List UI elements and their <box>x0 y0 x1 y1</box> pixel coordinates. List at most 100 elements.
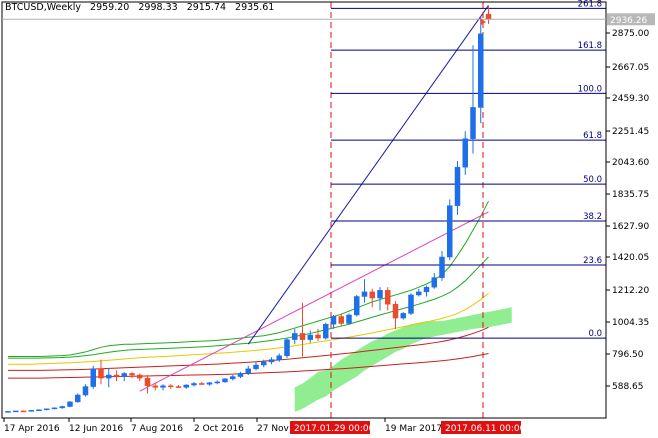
candle-body <box>20 410 27 413</box>
candle-body <box>13 410 19 413</box>
candle-body <box>175 386 182 388</box>
candle-body <box>377 290 383 299</box>
price-axis: 2875.00 2667.05 2459.30 2251.45 2043.60 1835.… <box>2 13 655 392</box>
candle-body <box>485 13 492 20</box>
moving-average-3 <box>8 326 489 371</box>
candle-body <box>106 374 112 379</box>
candle-body <box>28 410 34 412</box>
ichimoku-cloud <box>294 307 512 412</box>
time-tick-label: 19 Mar 2017 <box>385 424 442 434</box>
price-tick-label: 2459.30 <box>612 94 649 104</box>
current-price-label: 2936.26 <box>610 16 647 26</box>
time-tick-label: 12 Jun 2016 <box>69 424 123 434</box>
candle-body <box>5 411 11 413</box>
marker-end-label: 2017.06.11 00:00 <box>445 424 526 434</box>
plot-frame <box>1 1 607 419</box>
ohlc-close: 2935.61 <box>235 2 275 13</box>
fib-level-label: 161.8 <box>578 41 602 51</box>
candle-body <box>160 385 166 388</box>
candle-body <box>385 290 391 305</box>
candle-body <box>470 107 476 139</box>
candle-body <box>230 376 236 380</box>
symbol-timeframe: BTCUSD,Weekly <box>5 2 82 13</box>
candle-body <box>276 355 282 360</box>
marker-start-label: 2017.01.29 00:00 <box>294 424 375 434</box>
candle-body <box>400 313 406 319</box>
fib-level-label: 61.8 <box>583 131 602 141</box>
candle-body <box>168 385 174 388</box>
candle-body <box>183 384 189 388</box>
moving-average-0 <box>8 200 489 358</box>
price-tick-label: 588.65 <box>612 382 644 392</box>
candle-body <box>214 381 220 384</box>
candle-body <box>237 373 244 377</box>
candles <box>5 5 492 413</box>
candle-body <box>152 385 158 388</box>
candle-body <box>431 277 437 288</box>
candle-body <box>330 316 337 325</box>
candle-body <box>439 256 445 278</box>
candle-body <box>299 333 306 340</box>
candle-body <box>121 373 127 377</box>
time-axis: 17 Apr 2016 12 Jun 2016 7 Aug 2016 2 Oct 20… <box>3 18 526 434</box>
candle-body <box>36 409 42 411</box>
fib-level-label: 50.0 <box>583 175 602 185</box>
trendlines <box>139 5 489 392</box>
candle-body <box>199 383 205 385</box>
candle-body <box>75 394 81 403</box>
cloud-area <box>294 307 512 412</box>
trendline-0 <box>139 211 489 392</box>
price-tick-label: 2043.60 <box>612 158 649 168</box>
candle-body <box>323 323 329 339</box>
candle-body <box>44 408 50 411</box>
marker-end-badge <box>441 421 521 434</box>
price-tick-label: 2667.05 <box>612 63 649 73</box>
candle-body <box>90 368 96 387</box>
price-tick-label: 1627.90 <box>612 222 649 232</box>
candle-body <box>292 333 298 340</box>
candle-body <box>361 291 368 297</box>
candle-body <box>307 334 313 340</box>
price-tick-label: 2251.45 <box>612 127 649 137</box>
candle-body <box>137 374 143 379</box>
candle-body <box>354 296 360 316</box>
fib-level-label: 38.2 <box>583 212 602 222</box>
candle-body <box>268 359 275 363</box>
candle-body <box>447 205 453 258</box>
trendline-1 <box>247 5 489 345</box>
candle-body <box>113 374 120 377</box>
candle-body <box>222 378 228 383</box>
candle-body <box>462 138 468 168</box>
candle-body <box>416 291 422 296</box>
fib-level-label: 100.0 <box>578 84 602 94</box>
candle-body <box>245 368 251 374</box>
candle-body <box>67 401 73 407</box>
ohlc-open: 2959.20 <box>90 2 130 13</box>
time-tick-label: 2 Oct 2016 <box>194 424 244 434</box>
current-bar-arrow <box>480 18 486 25</box>
candle-body <box>478 33 484 108</box>
time-tick-label: 27 Nov <box>257 424 290 434</box>
candle-body <box>261 361 267 366</box>
candle-body <box>129 373 135 376</box>
price-tick-label: 2875.00 <box>612 29 649 39</box>
candle-body <box>408 294 414 314</box>
price-tick-label: 1835.75 <box>612 190 649 200</box>
time-tick-label: 17 Apr 2016 <box>4 424 60 434</box>
candle-body <box>82 386 89 396</box>
price-tick-label: 1420.05 <box>612 253 649 263</box>
price-tick-label: 1004.35 <box>612 318 649 328</box>
fib-level-label: 261.8 <box>578 0 602 9</box>
candle-body <box>191 383 197 386</box>
marker-start-badge <box>290 421 370 434</box>
candle-body <box>98 368 104 379</box>
candle-body <box>315 334 321 339</box>
fib-level-label: 0.0 <box>588 329 602 339</box>
candle-body <box>144 377 151 387</box>
candle-body <box>206 382 213 385</box>
price-tick-label: 796.50 <box>612 350 644 360</box>
candle-body <box>392 303 399 319</box>
fibonacci-levels: 261.8 161.8 100.0 61.8 50.0 38.2 23.6 0.0 <box>331 0 606 339</box>
